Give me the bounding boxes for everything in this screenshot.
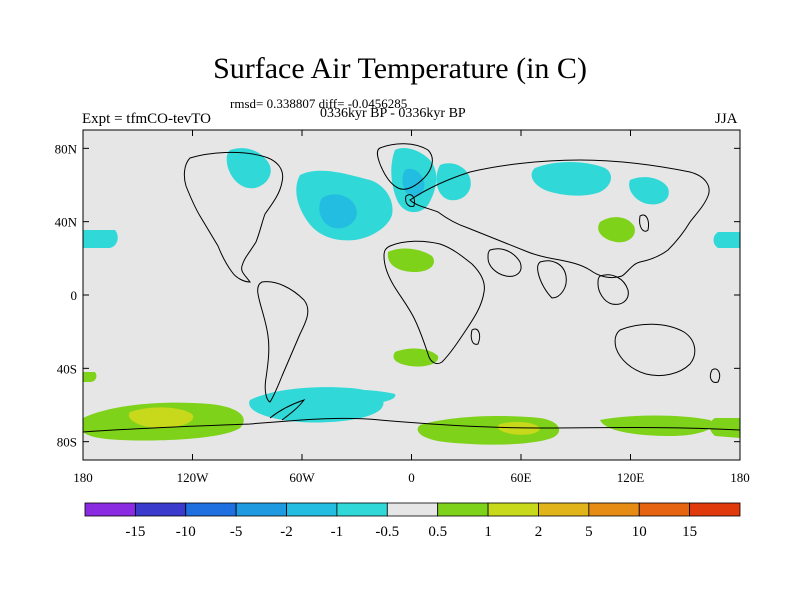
anomaly-contours (83, 148, 740, 445)
legend-swatch (538, 502, 590, 517)
legend-swatch (487, 502, 539, 517)
cool-anomaly-north-pacific (629, 177, 669, 205)
warm-anomaly-west-edge (83, 372, 97, 382)
legend-label: 5 (585, 524, 593, 540)
map-title: Surface Air Temperature (in C) (213, 52, 587, 85)
cool-anomaly-greenland-core (402, 168, 425, 198)
coastline-europe-asia (409, 159, 710, 279)
lon-tick-label: 120W (177, 470, 210, 485)
legend-swatch (336, 502, 388, 517)
lon-tick-label: 180 (73, 470, 93, 485)
period-label: 0336kyr BP - 0336kyr BP (320, 106, 466, 121)
legend-label: -1 (331, 524, 344, 540)
legend-label: 1 (484, 524, 492, 540)
warm-anomaly-south-atlantic (393, 348, 439, 367)
legend-swatch (185, 502, 237, 517)
warm-anomaly-indian-ocean-core (497, 421, 540, 435)
legend-label: -2 (280, 524, 293, 540)
legend-label: -10 (176, 524, 196, 540)
legend-swatch (638, 502, 691, 517)
lat-tick-label: 40S (57, 361, 77, 376)
legend-swatch (588, 502, 640, 517)
legend-swatch (689, 502, 741, 517)
warm-anomaly-australia-south (600, 415, 713, 436)
warm-anomaly-southern-pacific-core (128, 407, 194, 428)
legend-swatch (84, 502, 136, 517)
coastline-south-america (257, 281, 309, 403)
warm-anomaly-east-edge (709, 418, 740, 438)
cool-anomaly-scandinavia (436, 163, 471, 201)
warm-anomaly-china (598, 217, 635, 243)
legend-label: 15 (682, 524, 697, 540)
season-label: JJA (715, 111, 738, 127)
legend-label: -0.5 (375, 524, 399, 540)
coastlines (83, 143, 740, 433)
coastline-australia (614, 323, 696, 377)
warm-anomaly-sahara (387, 248, 435, 272)
legend-swatch (286, 502, 338, 517)
coastline-new-zealand (709, 368, 721, 383)
coastline-arabia (487, 248, 522, 277)
latitude-axis: 80N 40N 0 40S 80S (55, 141, 740, 450)
stats-label: rmsd= 0.338807 diff= -0.0456285 (230, 96, 408, 111)
coastline-madagascar (470, 328, 481, 345)
legend-label: 0.5 (428, 524, 447, 540)
coastline-southeast-asia (597, 274, 629, 305)
coastline-north-america (183, 151, 284, 283)
cool-anomaly-siberia (531, 162, 612, 196)
experiment-label: Expt = tfmCO-tevTO (82, 111, 212, 127)
legend-swatch (235, 502, 287, 517)
lat-tick-label: 0 (71, 288, 78, 303)
lon-tick-label: 180 (730, 470, 750, 485)
cool-anomaly-north-america (226, 148, 271, 189)
legend-swatch (134, 502, 187, 517)
cool-anomaly-north-atlantic-core (319, 194, 357, 229)
legend-label: -5 (230, 524, 243, 540)
lat-tick-label: 40N (55, 215, 78, 230)
lon-tick-label: 0 (408, 470, 415, 485)
coastline-uk (405, 194, 415, 207)
coastline-antarctica (83, 417, 740, 433)
legend-label: 10 (632, 524, 647, 540)
lon-tick-label: 60E (511, 470, 532, 485)
lat-tick-label: 80N (55, 141, 78, 156)
coastline-antarctic-peninsula (269, 399, 306, 421)
coastline-india (537, 260, 567, 299)
coastline-japan (639, 214, 649, 232)
longitude-axis: 180 120W 60W 0 60E 120E 180 (73, 130, 750, 485)
legend-label: -15 (125, 524, 145, 540)
cool-anomaly-pacific-east (713, 232, 740, 248)
cool-anomaly-southern-strip (300, 389, 396, 404)
legend-swatch (437, 502, 489, 517)
legend-label: 2 (535, 524, 543, 540)
coastline-africa (383, 240, 485, 365)
coastline-greenland (376, 143, 433, 190)
lon-tick-label: 60W (289, 470, 315, 485)
lon-tick-label: 120E (617, 470, 645, 485)
lat-tick-label: 80S (57, 435, 77, 450)
cool-anomaly-pacific-west (83, 230, 118, 248)
legend-swatch (386, 502, 439, 517)
color-legend: -15 -10 -5 -2 -1 -0.5 0.5 1 2 5 10 15 (84, 502, 741, 540)
